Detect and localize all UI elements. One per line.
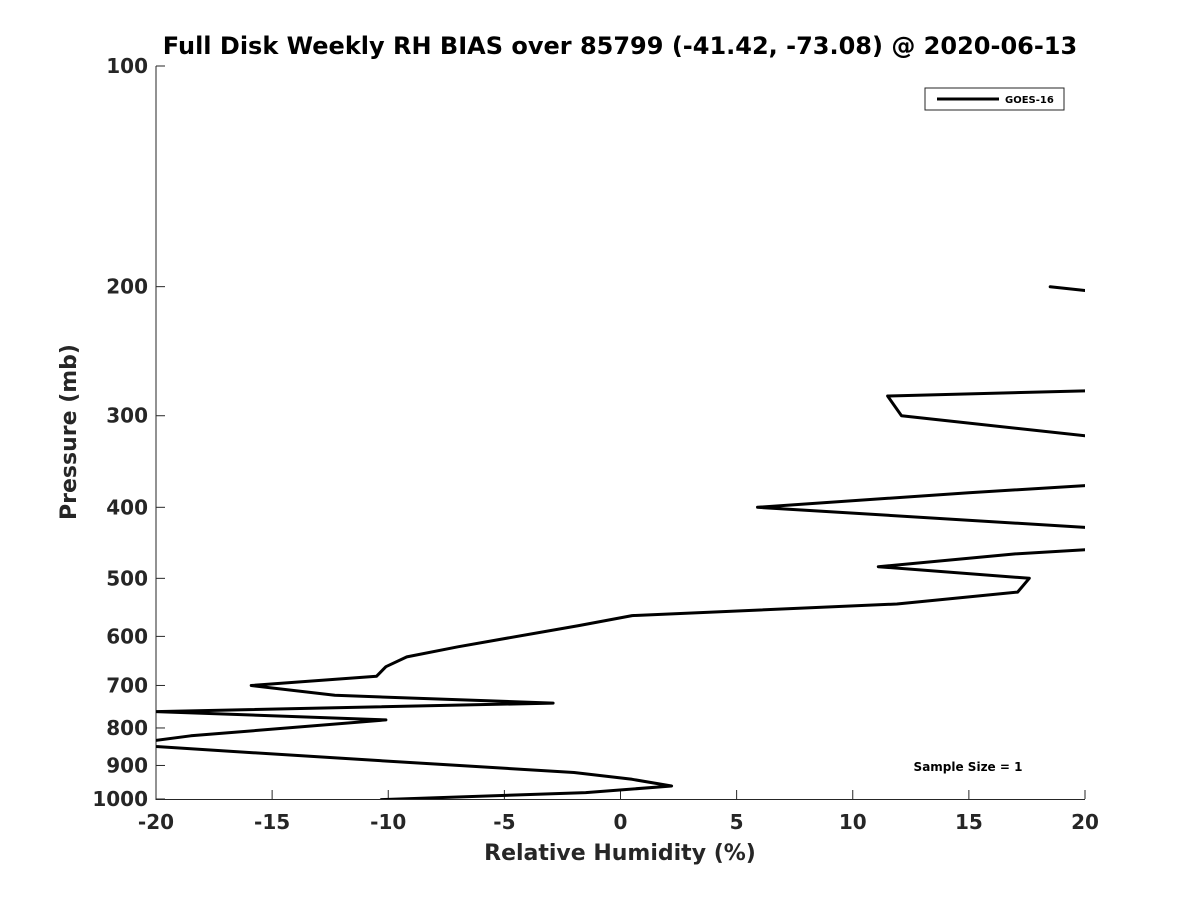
series-line-goes16-segment-4: [156, 548, 1085, 799]
chart-title: Full Disk Weekly RH BIAS over 85799 (-41…: [163, 32, 1077, 60]
y-axis-label: Pressure (mb): [57, 344, 82, 520]
y-axis-ticks: 100 200 300 400 500 600 700 800 900 1000: [92, 54, 165, 811]
y-tick-label: 700: [106, 673, 148, 697]
y-tick-label: 500: [106, 566, 148, 590]
y-tick-label: 200: [106, 275, 148, 299]
x-tick-label: -10: [370, 810, 406, 834]
y-tick-label: 600: [106, 624, 148, 648]
x-tick-label: -20: [138, 810, 174, 834]
x-tick-label: -15: [254, 810, 290, 834]
x-tick-label: -5: [493, 810, 515, 834]
series-layer: [156, 285, 1085, 799]
y-tick-label: 900: [106, 753, 148, 777]
legend-label-goes16: GOES-16: [1005, 95, 1054, 106]
y-tick-label: 800: [106, 716, 148, 740]
series-line-goes16-segment-1: [1048, 285, 1085, 292]
y-tick-label: 400: [106, 495, 148, 519]
legend: GOES-16: [924, 87, 1065, 111]
x-tick-label: 5: [730, 810, 744, 834]
sample-size-annotation: Sample Size = 1: [914, 760, 1023, 774]
x-tick-label: 20: [1071, 810, 1099, 834]
series-line-goes16-segment-2: [886, 389, 1085, 438]
x-tick-label: 15: [955, 810, 983, 834]
x-tick-label: 10: [839, 810, 867, 834]
x-axis-ticks: -20 -15 -10 -5 0 5 10 15 20: [138, 790, 1099, 834]
series-line-goes16-segment-3: [756, 484, 1085, 529]
y-tick-label: 300: [106, 404, 148, 428]
y-tick-label: 100: [106, 54, 148, 78]
x-axis-label: Relative Humidity (%): [484, 841, 756, 866]
x-tick-label: 0: [614, 810, 628, 834]
y-tick-label: 1000: [92, 787, 148, 811]
